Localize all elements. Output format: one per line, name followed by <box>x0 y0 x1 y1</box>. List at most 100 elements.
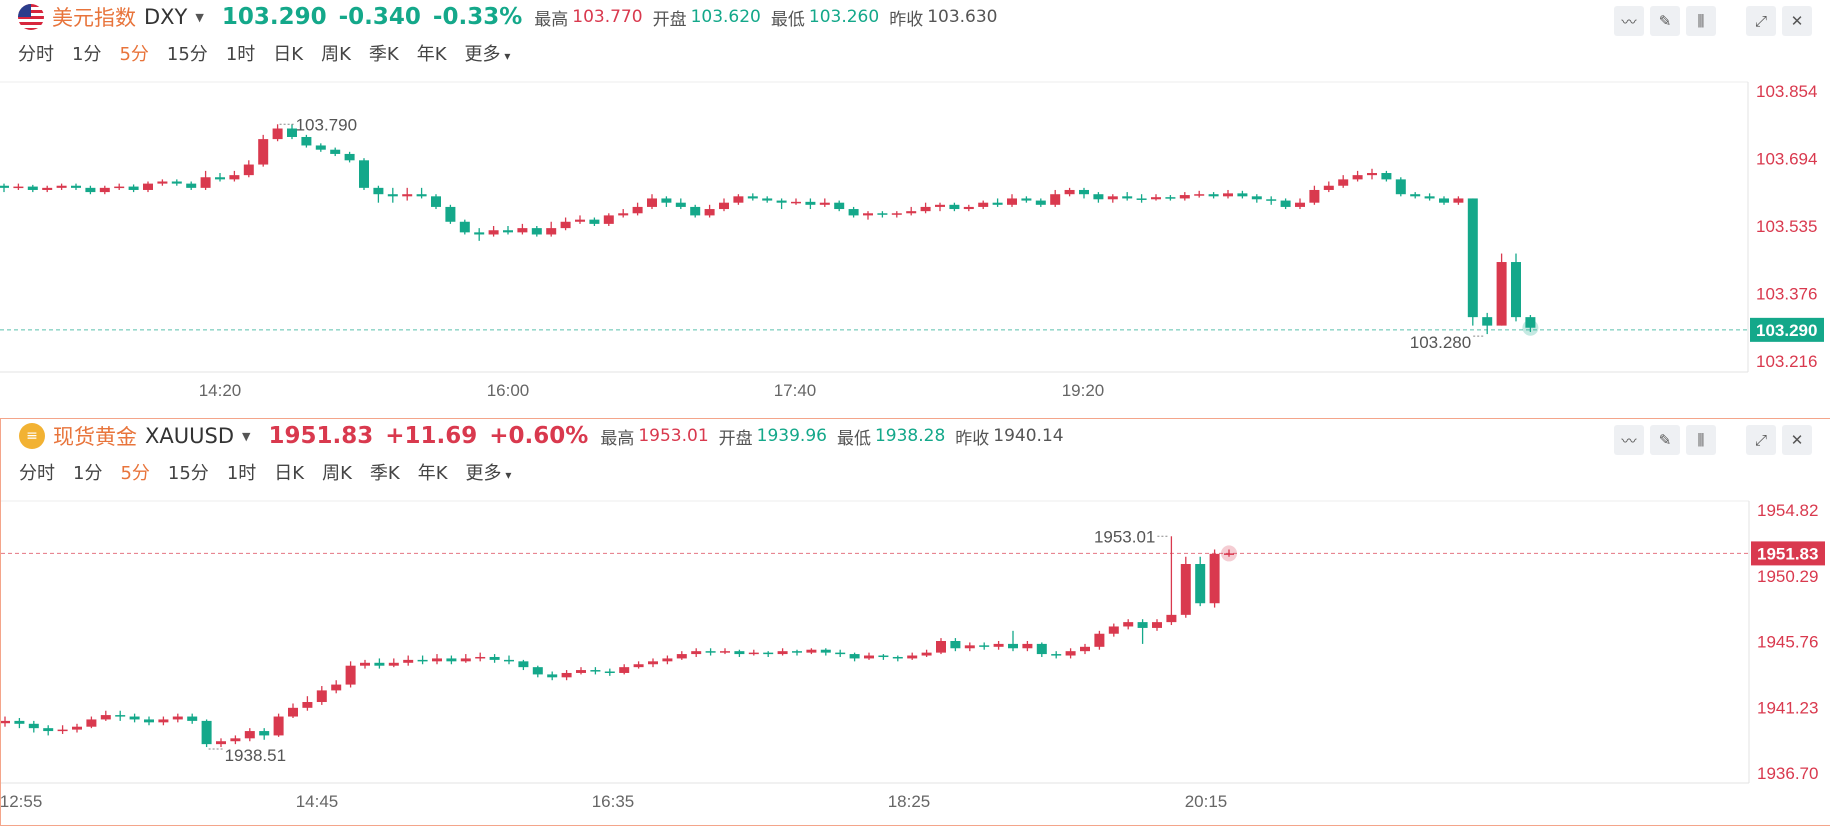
tab-year[interactable]: 年K <box>416 44 447 65</box>
candle-body <box>820 649 831 653</box>
candle-body <box>647 198 657 207</box>
candle-body <box>258 139 269 165</box>
indicator-icon[interactable]: 〰 <box>1614 425 1644 455</box>
close-icon[interactable]: ✕ <box>1782 425 1812 455</box>
tab-year[interactable]: 年K <box>417 463 448 484</box>
y-tick-label: 103.535 <box>1756 217 1817 236</box>
us-flag-icon <box>18 4 44 30</box>
candle-body <box>1165 197 1176 199</box>
candle-body <box>1195 564 1206 604</box>
candle-body <box>805 201 816 205</box>
x-tick-label: 17:40 <box>774 381 817 400</box>
chevron-down-icon[interactable]: ▼ <box>195 10 204 24</box>
stat-label-prev-close: 昨收 <box>889 9 924 30</box>
x-tick-label: 20:15 <box>1185 792 1228 811</box>
timeframe-tabs: 分时 1分 5分 15分 1时 日K 周K 季K 年K 更多 <box>18 40 528 66</box>
tab-tick[interactable]: 分时 <box>18 44 54 65</box>
tab-15m[interactable]: 15分 <box>166 44 208 65</box>
tab-1m[interactable]: 1分 <box>72 44 102 65</box>
candle-body <box>618 213 629 216</box>
stat-label-prev-close: 昨收 <box>955 428 990 449</box>
tab-15m[interactable]: 15分 <box>167 463 209 484</box>
draw-pen-icon[interactable]: ✎ <box>1650 6 1680 36</box>
dxy-panel: 美元指数 DXY ▼ 103.290 -0.340 -0.33% 最高 103.… <box>0 0 1830 408</box>
stat-value-high: 103.770 <box>572 7 643 27</box>
candle-body <box>589 219 600 224</box>
expand-icon[interactable]: ⤢ <box>1746 425 1776 455</box>
candle-type-icon[interactable]: ⫼ <box>1686 6 1716 36</box>
stat-label-low: 最低 <box>770 9 805 30</box>
candle-body <box>1051 654 1062 656</box>
tab-1h[interactable]: 1时 <box>225 44 256 65</box>
candle-body <box>243 164 254 176</box>
period-low-note: 1938.51 <box>225 746 286 765</box>
tab-5m[interactable]: 5分 <box>120 463 150 484</box>
candle-body <box>1467 198 1478 318</box>
chart-toolbar: 〰 ✎ ⫼ ⤢ ✕ <box>1608 425 1812 455</box>
chevron-down-icon[interactable]: ▼ <box>242 429 251 443</box>
dxy-candlestick-chart[interactable]: 103.854 103.694 103.535 103.376 103.216 103.2… <box>0 76 1830 408</box>
candle-body <box>28 723 39 729</box>
candle-body <box>633 664 644 668</box>
candle-body <box>936 641 946 653</box>
tab-more[interactable]: 更多 <box>465 40 511 66</box>
candle-body <box>229 175 240 180</box>
tab-day[interactable]: 日K <box>274 463 305 484</box>
xauusd-header: ≡ 现货黄金 XAUUSD ▼ 1951.83 +11.69 +0.60% 最高… <box>19 423 1074 449</box>
candle-body <box>676 654 687 659</box>
price-change: +11.69 <box>385 423 478 449</box>
tab-1h[interactable]: 1时 <box>226 463 257 484</box>
tab-1m[interactable]: 1分 <box>73 463 103 484</box>
candle-body <box>1080 646 1090 652</box>
tab-5m[interactable]: 5分 <box>119 44 149 65</box>
candle-body <box>459 221 470 233</box>
instrument-symbol[interactable]: XAUUSD <box>145 424 234 448</box>
price-change-pct: -0.33% <box>432 4 523 30</box>
candle-body <box>445 206 456 222</box>
candle-body <box>734 651 745 655</box>
candle-body <box>1035 200 1046 205</box>
instrument-symbol[interactable]: DXY <box>144 5 188 29</box>
candle-body <box>1511 262 1521 318</box>
close-icon[interactable]: ✕ <box>1782 6 1812 36</box>
candle-body <box>1295 202 1305 207</box>
indicator-icon[interactable]: 〰 <box>1614 6 1644 36</box>
tab-week[interactable]: 周K <box>321 44 351 65</box>
candle-body <box>1410 194 1421 197</box>
y-tick-label: 103.854 <box>1756 82 1817 101</box>
xauusd-candlestick-chart[interactable]: 1954.82 1950.29 1945.76 1941.23 1936.70 1951.… <box>1 495 1830 825</box>
candle-body <box>1022 643 1033 649</box>
expand-icon[interactable]: ⤢ <box>1746 6 1776 36</box>
chart-toolbar: 〰 ✎ ⫼ ⤢ ✕ <box>1608 6 1812 36</box>
candle-body <box>531 228 542 235</box>
last-price: 103.290 <box>221 4 327 30</box>
candle-body <box>244 731 255 739</box>
candle-body <box>762 198 773 201</box>
tab-week[interactable]: 周K <box>322 463 352 484</box>
candle-body <box>532 667 543 675</box>
tab-more[interactable]: 更多 <box>466 459 512 485</box>
candle-body <box>302 702 313 708</box>
candle-body <box>86 719 97 727</box>
tab-quarter[interactable]: 季K <box>369 463 400 484</box>
candle-body <box>763 652 774 655</box>
candle-body <box>1381 173 1392 180</box>
candle-body <box>935 204 945 207</box>
candle-body <box>819 202 830 205</box>
y-tick-label: 103.216 <box>1756 352 1817 371</box>
tab-day[interactable]: 日K <box>273 44 304 65</box>
candle-body <box>949 204 960 210</box>
candle-type-icon[interactable]: ⫼ <box>1686 425 1716 455</box>
candle-body <box>863 213 873 216</box>
candle-body <box>1007 198 1017 205</box>
candle-body <box>315 145 326 150</box>
period-low-note: 103.280 <box>1410 333 1471 352</box>
instrument-name: 美元指数 <box>52 6 136 30</box>
tab-tick[interactable]: 分时 <box>19 463 55 484</box>
candle-body <box>993 643 1004 647</box>
candle-body <box>1367 173 1377 176</box>
tab-quarter[interactable]: 季K <box>368 44 399 65</box>
candle-body <box>878 655 889 658</box>
candle-body <box>143 183 153 190</box>
draw-pen-icon[interactable]: ✎ <box>1650 425 1680 455</box>
